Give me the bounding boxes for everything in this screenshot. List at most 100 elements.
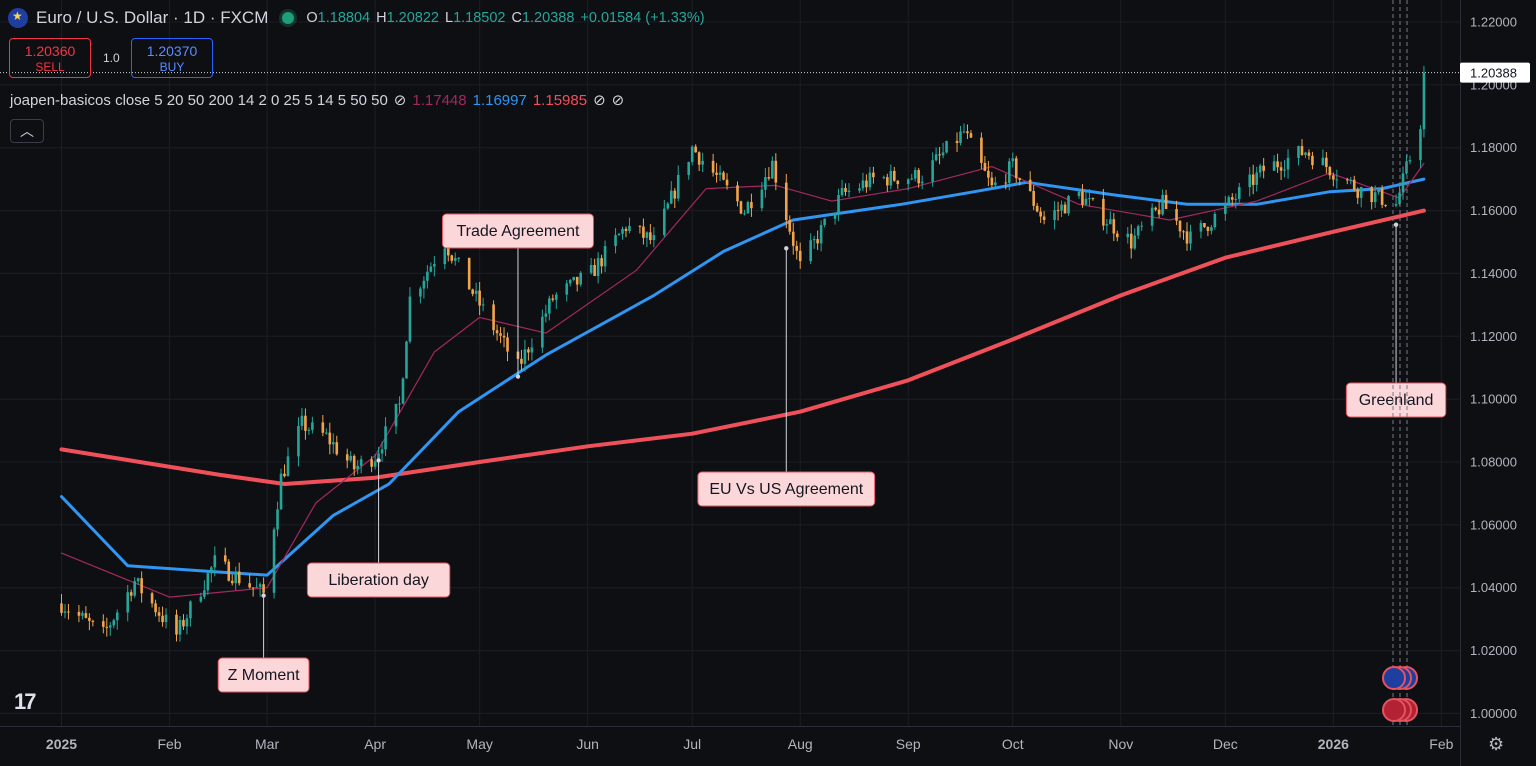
candle-body (544, 313, 548, 317)
candle-body (429, 266, 433, 272)
candle-body (934, 154, 938, 161)
symbol-title[interactable]: Euro / U.S. Dollar · 1D · FXCM (36, 8, 269, 27)
time-axis[interactable]: 2025 Feb Mar Apr May Jun Jul Aug Sep Oct Nov Dec 202… (0, 726, 1460, 753)
candle-body (335, 442, 339, 455)
annotation-box (1345, 382, 1447, 418)
candle-body (248, 583, 251, 588)
candle-body (669, 190, 673, 204)
candle-body (161, 615, 164, 623)
candle-body (868, 172, 872, 188)
blocked-icon: ⊘ (611, 92, 625, 109)
candle-body (906, 179, 910, 185)
candle-body (628, 225, 631, 231)
collapse-legend-button[interactable]: ︿ (10, 119, 44, 143)
candle-body (81, 613, 84, 616)
x-tick-label: 2025 (46, 736, 77, 752)
candle-body (809, 240, 812, 262)
x-tick-label: Mar (255, 736, 279, 752)
candle-body (541, 316, 544, 348)
candle-body (1370, 187, 1373, 203)
candle-body (370, 459, 373, 467)
event-markers (1382, 0, 1418, 726)
indicator-name[interactable]: joapen-basicos close 5 20 50 200 14 2 0 … (10, 91, 388, 109)
candle-body (1356, 189, 1360, 198)
candle-body (1394, 204, 1398, 206)
candle-body (203, 590, 206, 597)
candle-body (1102, 198, 1105, 226)
candle-body (1182, 231, 1185, 233)
y-tick-label: 1.00000 (1470, 706, 1517, 721)
candle-body (913, 170, 917, 179)
candle-body (1283, 169, 1286, 171)
candle-body (701, 160, 704, 165)
candle-body (784, 182, 788, 221)
candle-body (931, 160, 934, 182)
buy-label: BUY (159, 60, 185, 74)
candle-body (140, 578, 143, 594)
candle-body (1206, 226, 1210, 231)
high-value: 1.20822 (386, 10, 439, 26)
candle-body (272, 529, 276, 593)
candle-body (1384, 204, 1387, 206)
candle-body (471, 289, 474, 294)
candle-body (1161, 194, 1164, 215)
candle-body (1116, 233, 1119, 238)
candle-body (77, 611, 81, 616)
y-tick-label: 1.16000 (1470, 203, 1517, 218)
candle-body (300, 415, 304, 426)
candle-body (1405, 161, 1408, 174)
candle-body (1035, 205, 1039, 212)
annotation-point (515, 374, 521, 379)
candle-body (1133, 235, 1137, 249)
candle-body (1237, 187, 1241, 199)
candle-body (182, 619, 185, 627)
candle-body (1067, 195, 1070, 214)
candle-body (652, 235, 656, 241)
quantity-value[interactable]: 1.0 (103, 51, 120, 65)
tradingview-logo-icon[interactable]: 17 (14, 689, 37, 714)
y-tick-label: 1.10000 (1470, 392, 1517, 407)
candle-body (443, 248, 447, 265)
candle-body (398, 403, 401, 405)
buy-button[interactable]: 1.20370 BUY (131, 38, 213, 78)
candle-body (1262, 165, 1265, 171)
ma50-line (60, 177, 1426, 577)
indicator-legend[interactable]: joapen-basicos close 5 20 50 200 14 2 0 … (10, 91, 625, 110)
candle-body (189, 601, 192, 619)
candle-body (1011, 158, 1015, 162)
annotation-box (306, 562, 451, 598)
candle-body (1304, 152, 1307, 156)
candle-body (593, 264, 596, 276)
candle-body (840, 187, 844, 195)
candle-body (523, 349, 527, 364)
candle-body (307, 429, 311, 431)
candle-body (115, 612, 119, 621)
candle-body (527, 349, 530, 353)
candle-body (408, 296, 412, 342)
candle-body (1175, 209, 1178, 221)
candle-body (847, 190, 851, 192)
sell-button[interactable]: 1.20360 SELL (9, 38, 91, 78)
candle-body (530, 347, 534, 353)
chart-grid (0, 0, 1460, 726)
candle-body (102, 621, 105, 627)
candle-body (694, 146, 697, 153)
candle-body (1004, 182, 1008, 184)
close-value: 1.20388 (521, 10, 575, 26)
candle-body (1332, 175, 1335, 180)
candle-body (791, 231, 795, 246)
candle-body (1109, 219, 1112, 225)
candle-body (213, 555, 217, 568)
ma50-layer (60, 177, 1426, 577)
candle-body (1335, 179, 1339, 181)
candle-body (453, 258, 457, 261)
settings-gear-icon[interactable]: ⚙ (1488, 734, 1505, 754)
candle-body (687, 161, 691, 176)
candle-body (572, 276, 576, 281)
candle-body (426, 271, 429, 281)
candle-body (603, 245, 607, 267)
candle-body (1199, 222, 1203, 232)
candle-body (1230, 197, 1234, 200)
